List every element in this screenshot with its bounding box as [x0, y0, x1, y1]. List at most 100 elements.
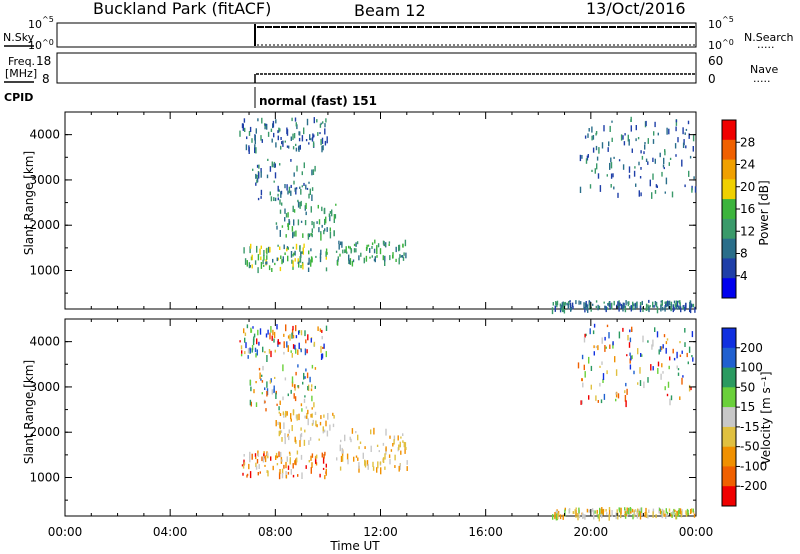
echo-cell	[239, 340, 241, 343]
echo-cell	[290, 389, 292, 394]
echo-cell	[300, 330, 303, 336]
colorbar-tick-label: 200	[740, 341, 763, 355]
echo-cell	[645, 307, 648, 311]
echo-cell	[307, 267, 310, 272]
echo-cell	[290, 350, 292, 353]
echo-cell	[287, 393, 289, 397]
echo-cell	[325, 351, 327, 358]
echo-cell	[249, 349, 251, 354]
echo-cell	[679, 300, 681, 305]
echo-cell	[568, 508, 571, 511]
echo-cell	[645, 303, 648, 308]
echo-cell	[292, 409, 295, 416]
echo-cell	[684, 184, 686, 188]
echo-cell	[679, 396, 681, 400]
echo-cell	[266, 123, 268, 130]
echo-cell	[583, 337, 586, 343]
colorbar-tick-label: 4	[740, 269, 748, 283]
echo-cell	[243, 454, 245, 457]
echo-cell	[260, 245, 262, 249]
echo-cell	[272, 258, 274, 263]
colorbar-tick-label: 8	[740, 247, 748, 261]
echo-cell	[307, 262, 309, 265]
echo-cell	[260, 196, 262, 199]
echo-cell	[554, 305, 556, 312]
power-plot: 1000 2000 3000 4000 Slant Range [km]	[22, 111, 697, 315]
echo-cell	[301, 472, 303, 479]
echo-cell	[253, 389, 255, 394]
echo-cell	[286, 411, 288, 416]
echo-cell	[299, 131, 301, 136]
echo-cell	[625, 300, 627, 306]
echo-cell	[301, 171, 303, 176]
echo-cell	[349, 258, 352, 265]
echo-cell	[304, 415, 306, 419]
echo-cell	[260, 189, 263, 196]
echo-cell	[654, 327, 656, 332]
echo-cell	[613, 186, 615, 190]
echo-cell	[306, 349, 308, 354]
echo-cell	[263, 453, 265, 457]
echo-cell	[275, 222, 278, 225]
echo-cell	[670, 514, 672, 517]
echo-cell	[596, 509, 598, 514]
echo-cell	[241, 350, 243, 354]
echo-cell	[663, 167, 665, 170]
echo-cell	[300, 432, 303, 437]
echo-cell	[389, 435, 391, 439]
echo-cell	[577, 513, 579, 521]
echo-cell	[302, 381, 304, 385]
echo-cell	[400, 450, 402, 455]
echo-cell	[275, 119, 277, 124]
echo-cell	[680, 306, 682, 313]
echo-cell	[264, 400, 266, 404]
echo-cell	[367, 464, 369, 470]
echo-cell	[582, 382, 584, 388]
echo-cell	[608, 332, 610, 339]
echo-cell	[267, 453, 269, 459]
echo-cell	[294, 396, 297, 402]
echo-cell	[366, 460, 369, 466]
echo-cell	[255, 173, 257, 179]
echo-cell	[583, 302, 585, 309]
echo-cell	[249, 265, 251, 268]
echo-cell	[295, 439, 297, 444]
colorbar-swatch	[722, 446, 736, 467]
echo-cell	[311, 169, 313, 176]
echo-cell	[318, 227, 320, 233]
velocity-xticks: 00:00 04:00 08:00 12:00 16:00 20:00 00:00	[48, 319, 713, 539]
echo-cell	[613, 300, 615, 306]
echo-cell	[295, 325, 297, 332]
echo-cell	[310, 263, 312, 267]
echo-cell	[692, 135, 695, 142]
echo-cell	[290, 469, 292, 475]
echo-cell	[662, 371, 664, 374]
echo-cell	[669, 157, 672, 160]
echo-cell	[402, 440, 404, 443]
echo-cell	[379, 248, 382, 255]
echo-cell	[365, 247, 368, 251]
echo-cell	[634, 306, 636, 310]
echo-cell	[344, 249, 346, 254]
echo-cell	[333, 230, 335, 237]
echo-cell	[615, 392, 617, 395]
echo-cell	[663, 510, 665, 517]
echo-cell	[668, 365, 670, 370]
echo-cell	[609, 162, 611, 170]
echo-cell	[611, 510, 613, 517]
echo-cell	[666, 127, 668, 135]
echo-cell	[267, 158, 269, 161]
echo-cell	[622, 135, 624, 140]
echo-cell	[635, 509, 637, 512]
echo-cell	[284, 184, 286, 189]
x-tick-label: 12:00	[363, 525, 398, 539]
echo-cell	[320, 249, 322, 255]
echo-cell	[277, 244, 279, 247]
echo-cell	[618, 331, 621, 339]
echo-cell	[564, 509, 566, 517]
echo-cell	[344, 434, 346, 442]
echo-cell	[281, 141, 283, 145]
echo-cell	[332, 412, 334, 416]
echo-cell	[371, 246, 373, 249]
echo-cell	[255, 465, 258, 470]
